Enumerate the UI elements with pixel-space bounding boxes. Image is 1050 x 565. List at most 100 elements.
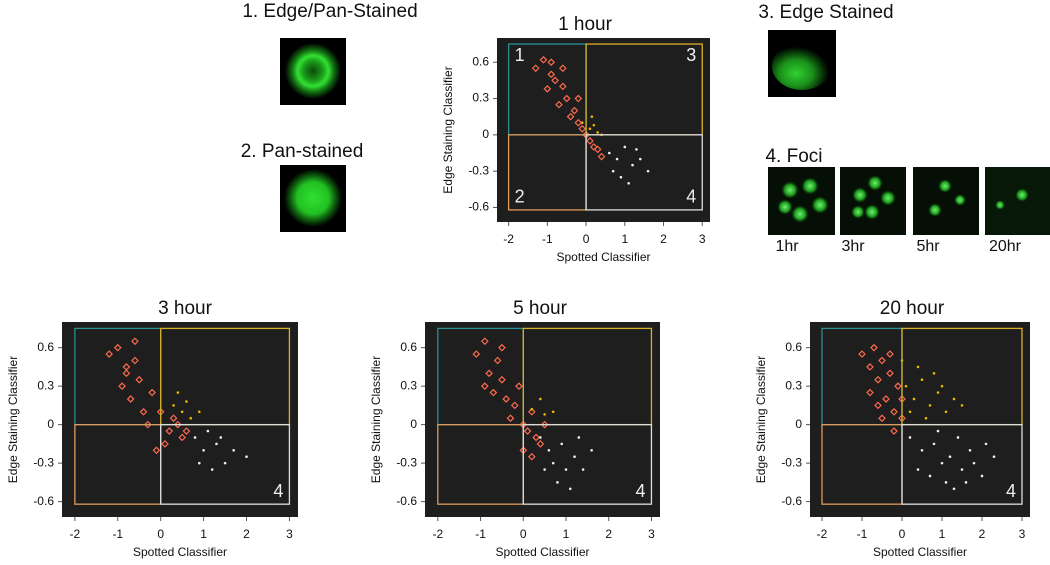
point <box>592 123 596 127</box>
point <box>551 410 555 414</box>
point <box>551 76 559 85</box>
x-tick-label: 3 <box>286 527 293 541</box>
point <box>878 414 886 423</box>
point <box>527 452 536 461</box>
point <box>105 350 114 358</box>
point <box>547 448 551 452</box>
point <box>489 388 498 397</box>
point <box>908 436 912 439</box>
x-tick-label: -2 <box>70 527 81 541</box>
point <box>972 461 976 465</box>
panel-label: 3. Edge Stained <box>758 2 893 23</box>
point <box>912 397 916 401</box>
point <box>180 410 184 414</box>
y-axis-label: Edge Staining Classifier <box>6 356 20 483</box>
chart-title: 1 hour <box>558 14 613 35</box>
point <box>530 407 534 411</box>
x-tick-label: -2 <box>817 527 828 541</box>
point <box>135 375 144 384</box>
point <box>531 64 540 73</box>
x-tick-label: 2 <box>979 527 986 541</box>
point <box>984 442 988 446</box>
point <box>586 137 594 145</box>
point <box>485 369 493 378</box>
point <box>232 448 235 452</box>
point <box>566 112 575 121</box>
point <box>139 407 148 416</box>
cell-image <box>768 30 836 97</box>
point <box>635 148 638 151</box>
point <box>588 127 592 131</box>
y-tick-label: -0.6 <box>781 494 802 508</box>
point <box>623 145 627 149</box>
quadrant-box <box>160 423 291 505</box>
point <box>952 397 956 401</box>
point <box>536 440 545 448</box>
point <box>920 448 924 452</box>
point <box>940 461 944 465</box>
foci-time: 5hr <box>916 238 940 255</box>
x-axis-label: Spotted Classifier <box>556 250 650 264</box>
x-tick-label: 2 <box>243 527 250 541</box>
point <box>944 481 948 484</box>
point <box>185 400 188 403</box>
point <box>916 468 920 471</box>
point <box>968 448 972 452</box>
x-tick-label: -2 <box>432 527 443 541</box>
point <box>169 414 178 423</box>
plot-background <box>62 322 298 517</box>
x-tick-label: 1 <box>939 527 946 541</box>
y-tick-label: 0 <box>482 127 489 141</box>
point <box>960 404 964 407</box>
point <box>126 395 135 403</box>
point <box>944 410 948 414</box>
point <box>176 391 180 394</box>
x-axis-label: Spotted Classifier <box>495 545 589 559</box>
point <box>189 416 193 420</box>
point <box>590 115 594 118</box>
y-tick-label: -0.3 <box>781 455 802 469</box>
point <box>539 55 548 64</box>
x-axis-label: Spotted Classifier <box>133 545 227 559</box>
point <box>122 369 131 378</box>
point <box>952 487 956 491</box>
point <box>570 106 579 115</box>
point <box>593 145 602 154</box>
point <box>940 384 944 388</box>
point <box>182 427 191 435</box>
quadrant-label: 2 <box>515 187 525 207</box>
point <box>480 382 489 390</box>
quadrant-box <box>522 423 653 505</box>
point <box>547 70 556 79</box>
point <box>539 436 542 439</box>
point <box>590 448 593 452</box>
point <box>638 157 642 161</box>
point <box>956 436 960 439</box>
quadrant-label: 4 <box>273 481 283 501</box>
point <box>578 124 587 133</box>
point <box>936 391 940 394</box>
plot-background <box>497 38 710 222</box>
point <box>539 397 542 401</box>
point <box>547 58 556 67</box>
point <box>498 375 506 384</box>
quadrant-label: 4 <box>686 187 696 207</box>
point <box>631 163 634 167</box>
point <box>174 420 182 429</box>
point <box>143 420 152 429</box>
point <box>646 169 650 173</box>
point <box>198 461 201 465</box>
point <box>574 94 583 103</box>
y-tick-label: -0.6 <box>468 200 489 214</box>
point <box>577 436 581 439</box>
point <box>551 461 555 465</box>
point <box>152 446 161 455</box>
point <box>223 461 227 465</box>
point <box>172 404 175 407</box>
point <box>932 372 936 375</box>
quadrant-box <box>585 134 703 211</box>
x-tick-label: 3 <box>648 527 655 541</box>
x-tick-label: -1 <box>542 232 553 246</box>
point <box>493 356 502 365</box>
x-tick-label: 1 <box>563 527 570 541</box>
